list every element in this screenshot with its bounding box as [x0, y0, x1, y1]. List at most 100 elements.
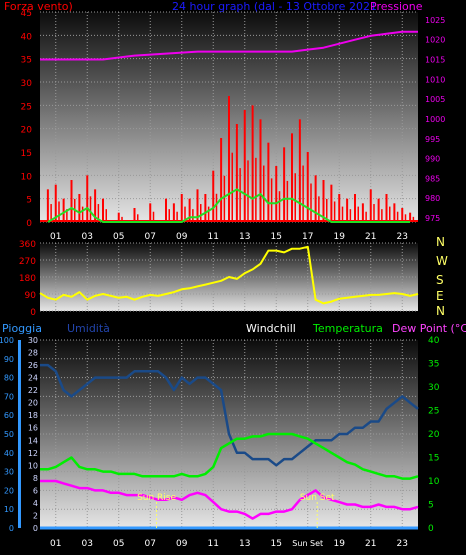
gust-bar-46: [409, 212, 412, 222]
temperature-hour-tick-3: 07: [145, 539, 156, 549]
pressure-tick-9: 1020: [425, 36, 445, 45]
humidity-tick-2: 4: [33, 499, 38, 508]
pressure-tick-4: 995: [425, 135, 440, 144]
gust-bar-side-21: [215, 193, 218, 222]
direction-tick-2: 180: [19, 274, 36, 284]
humidity-tick-12: 24: [28, 374, 38, 383]
legend-dew-point: Dew Point (°C): [392, 322, 466, 335]
rain-tick-5: 50: [4, 430, 14, 439]
direction-panel-grid: [40, 242, 418, 312]
rain-axis-bar: [18, 340, 21, 528]
rain-tick-4: 40: [4, 449, 14, 458]
wind-hour-tick-4: 09: [176, 232, 188, 242]
gust-bar-27: [259, 119, 262, 222]
gust-bar-30: [283, 147, 286, 222]
humidity-tick-8: 16: [28, 424, 38, 433]
pressure-axis-label: Pressione: [370, 0, 423, 13]
wind-panel-lines: [40, 30, 418, 223]
direction-tick-0: 0: [30, 308, 36, 318]
gust-bar-side-16: [176, 211, 178, 222]
temperature-hour-tick-10: 21: [365, 539, 376, 549]
temperature-hour-tick-7: 15: [271, 539, 282, 549]
compass-0: N: [436, 235, 445, 249]
gust-bar-side-36: [333, 201, 336, 222]
gust-bar-42: [377, 198, 380, 222]
wind-hour-tick-11: 23: [397, 232, 408, 242]
wind-tick-0: 0: [26, 219, 32, 229]
gust-bar-side-17: [184, 206, 186, 222]
gust-bar-21: [212, 170, 215, 222]
direction-tick-3: 270: [19, 257, 36, 267]
temperature-panel-lines: [40, 363, 419, 530]
gust-bar-44: [393, 203, 396, 222]
gust-bar-side-34: [318, 196, 320, 222]
gust-bar-side-1: [58, 201, 60, 222]
humidity-tick-4: 8: [33, 474, 38, 483]
wind-tick-9: 45: [21, 9, 32, 19]
temperature-tick-3: 15: [428, 454, 439, 464]
gust-bar-36: [330, 184, 333, 222]
humidity-tick-9: 18: [28, 411, 38, 420]
temperature-hour-tick-2: 05: [113, 539, 124, 549]
gust-bar-45: [401, 208, 404, 222]
gust-bar-side-27: [263, 165, 265, 222]
wind-hour-tick-3: 07: [145, 232, 156, 242]
gust-bar-side-24: [239, 168, 241, 222]
gust-bar-side-4: [81, 206, 84, 222]
rain-tick-10: 100: [0, 336, 14, 345]
gust-bar-side-6: [97, 204, 100, 222]
gust-bar-side-39: [357, 206, 359, 222]
gust-bar-side-15: [168, 209, 170, 222]
rain-tick-3: 30: [4, 468, 14, 477]
pressure-tick-0: 975: [425, 214, 440, 223]
humidity-tick-0: 0: [33, 524, 38, 533]
gust-bar-side-29: [278, 191, 281, 222]
pressure-axis-ticks: 975 980 985 990 995 1000 1005 1010 1015 1020 1025: [425, 16, 445, 223]
gust-bar-0: [46, 189, 49, 222]
legend-humidity: Umidità: [67, 322, 110, 335]
rain-axis-ticks: 0 10 20 30 40 50 60 70 80 90 100: [0, 336, 21, 533]
wind-tick-7: 35: [21, 56, 32, 66]
pressure-line: [40, 30, 418, 61]
chart-title: 24 hour graph (dal - 13 Ottobre 2021: [172, 0, 377, 13]
gust-bar-41: [369, 189, 372, 222]
temperature-tick-6: 30: [428, 383, 440, 393]
gust-bar-side-41: [373, 204, 375, 222]
humidity-tick-10: 20: [28, 399, 38, 408]
gust-bar-side-13: [152, 211, 155, 222]
gust-bar-side-5: [89, 196, 92, 222]
wind-tick-6: 30: [21, 79, 33, 89]
temperature-line: [40, 432, 419, 480]
temperature-hour-tick-0: 01: [50, 539, 61, 549]
gust-bar-22: [220, 138, 223, 222]
humidity-tick-13: 26: [28, 361, 38, 370]
gust-bar-side-26: [255, 157, 257, 222]
gust-bar-side-45: [404, 214, 407, 222]
gust-bar-side-11: [137, 214, 139, 222]
gust-bar-side-28: [270, 178, 273, 222]
temperature-tick-4: 20: [428, 430, 440, 440]
gust-bar-side-42: [381, 209, 383, 222]
gust-bar-24: [235, 124, 238, 222]
gust-bar-40: [361, 203, 364, 222]
temperature-tick-2: 10: [428, 477, 440, 487]
gust-bar-side-20: [207, 206, 210, 222]
sun-markers: Sun Rise Sun Set: [137, 493, 335, 528]
wind-hour-tick-5: 11: [208, 232, 219, 242]
temperature-hour-tick-8: Sun Set: [292, 539, 323, 548]
gust-bar-side-19: [200, 204, 202, 222]
pressure-tick-1: 980: [425, 194, 440, 203]
temperature-axis-ticks: 0 5 10 15 20 25 30 35 40: [428, 336, 440, 534]
gust-bar-side-40: [365, 211, 367, 222]
gust-bar-25: [243, 110, 246, 222]
wind-hour-tick-9: 19: [334, 232, 346, 242]
humidity-tick-14: 28: [28, 349, 38, 358]
gust-bar-1: [54, 184, 57, 222]
compass-1: W: [436, 254, 448, 268]
temperature-tick-0: 0: [428, 524, 434, 534]
wind-hour-tick-1: 03: [82, 232, 93, 242]
gust-bar-side-44: [396, 211, 399, 222]
wind-hour-tick-6: 13: [239, 232, 250, 242]
rain-tick-8: 80: [4, 374, 14, 383]
